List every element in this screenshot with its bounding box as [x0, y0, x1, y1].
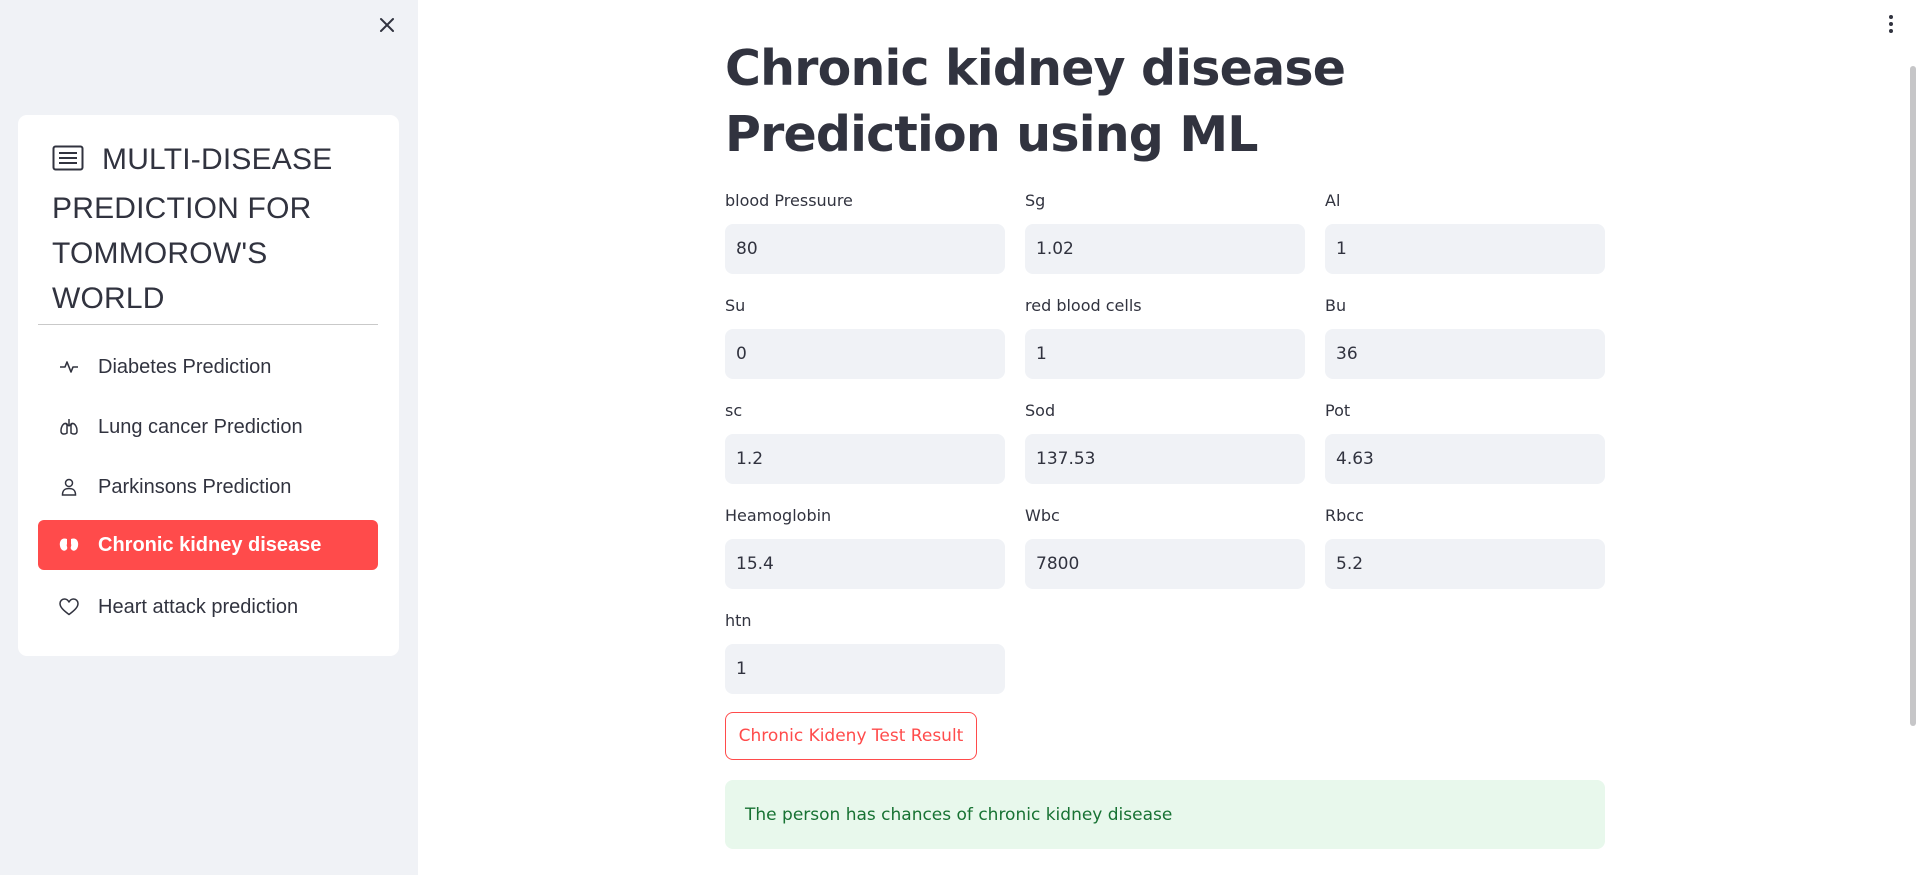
menu-title-text: MULTI-DISEASE PREDICTION FOR TOMMOROW'S … — [52, 143, 333, 315]
close-icon — [380, 18, 394, 32]
kebab-dot — [1889, 29, 1893, 33]
field-rbcc: Rbcc — [1325, 505, 1605, 589]
lungs-icon — [58, 416, 80, 438]
field-label: Wbc — [1025, 506, 1060, 525]
nav-item-label: Chronic kidney disease — [98, 533, 322, 556]
heamoglobin-input[interactable] — [725, 539, 1005, 589]
field-htn: htn — [725, 610, 1005, 694]
wbc-input[interactable] — [1025, 539, 1305, 589]
field-label: Rbcc — [1325, 506, 1364, 525]
nav-item-lung-cancer[interactable]: Lung cancer Prediction — [38, 402, 378, 452]
field-sc: sc — [725, 400, 1005, 484]
field-label: sc — [725, 401, 743, 420]
field-sod: Sod — [1025, 400, 1305, 484]
sod-input[interactable] — [1025, 434, 1305, 484]
main-menu-button[interactable] — [1883, 12, 1899, 36]
field-pot: Pot — [1325, 400, 1605, 484]
sg-input[interactable] — [1025, 224, 1305, 274]
nav-item-diabetes[interactable]: Diabetes Prediction — [38, 342, 378, 392]
kebab-dot — [1889, 22, 1893, 26]
nav-item-parkinsons[interactable]: Parkinsons Prediction — [38, 462, 378, 512]
al-input[interactable] — [1325, 224, 1605, 274]
su-input[interactable] — [725, 329, 1005, 379]
field-al: Al — [1325, 190, 1605, 274]
field-red-blood-cells: red blood cells — [1025, 295, 1305, 379]
field-su: Su — [725, 295, 1005, 379]
field-label: htn — [725, 611, 752, 630]
nav-item-chronic-kidney[interactable]: Chronic kidney disease — [38, 520, 378, 570]
menu-title: MULTI-DISEASE PREDICTION FOR TOMMOROW'S … — [52, 137, 382, 321]
field-label: Al — [1325, 191, 1341, 210]
field-sg: Sg — [1025, 190, 1305, 274]
field-wbc: Wbc — [1025, 505, 1305, 589]
close-sidebar-button[interactable] — [372, 10, 402, 40]
page-title: Chronic kidney disease Prediction using … — [725, 40, 1346, 163]
nav-item-label: Lung cancer Prediction — [98, 415, 303, 438]
scrollbar[interactable] — [1910, 66, 1916, 726]
field-label: Heamoglobin — [725, 506, 832, 525]
pot-input[interactable] — [1325, 434, 1605, 484]
kebab-dot — [1889, 15, 1893, 19]
red-blood-cells-input[interactable] — [1025, 329, 1305, 379]
field-label: red blood cells — [1025, 296, 1142, 315]
nav-item-label: Heart attack prediction — [98, 595, 299, 618]
field-blood-pressure: blood Pressuure — [725, 190, 1005, 274]
result-message: The person has chances of chronic kidney… — [745, 804, 1173, 825]
sidebar: MULTI-DISEASE PREDICTION FOR TOMMOROW'S … — [0, 0, 418, 875]
person-icon — [58, 476, 80, 498]
field-heamoglobin: Heamoglobin — [725, 505, 1005, 589]
success-alert: The person has chances of chronic kidney… — [725, 780, 1605, 849]
activity-icon — [58, 356, 80, 378]
field-bu: Bu — [1325, 295, 1605, 379]
test-result-button[interactable]: Chronic Kideny Test Result — [725, 712, 977, 760]
heart-icon — [58, 596, 80, 618]
field-label: Su — [725, 296, 746, 315]
field-label: Pot — [1325, 401, 1351, 420]
bu-input[interactable] — [1325, 329, 1605, 379]
nav-item-heart-attack[interactable]: Heart attack prediction — [38, 582, 378, 632]
field-label: Sg — [1025, 191, 1046, 210]
option-menu: MULTI-DISEASE PREDICTION FOR TOMMOROW'S … — [18, 115, 399, 656]
blood-pressure-input[interactable] — [725, 224, 1005, 274]
nav-item-label: Parkinsons Prediction — [98, 475, 292, 498]
nav-item-label: Diabetes Prediction — [98, 355, 272, 378]
field-label: blood Pressuure — [725, 191, 853, 210]
card-list-icon — [52, 141, 84, 186]
htn-input[interactable] — [725, 644, 1005, 694]
kidney-icon — [58, 534, 80, 556]
menu-divider — [38, 324, 378, 325]
field-label: Sod — [1025, 401, 1056, 420]
rbcc-input[interactable] — [1325, 539, 1605, 589]
sc-input[interactable] — [725, 434, 1005, 484]
field-label: Bu — [1325, 296, 1347, 315]
